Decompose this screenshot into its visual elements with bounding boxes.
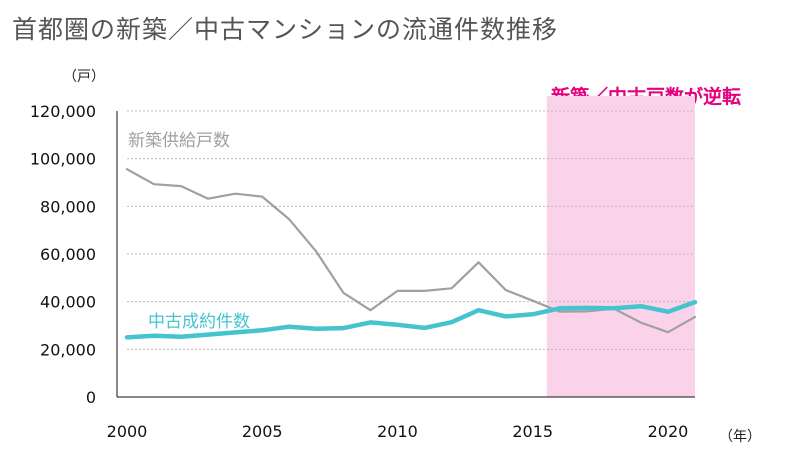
y-tick-label: 80,000: [40, 197, 96, 216]
x-tick-label: 2000: [107, 422, 148, 441]
series-label: 中古成約件数: [148, 312, 250, 332]
x-tick-label: 2010: [377, 422, 418, 441]
y-axis-unit-label: （戸）: [63, 69, 105, 85]
series-line-used: [124, 299, 698, 340]
y-tick-label: 100,000: [30, 150, 96, 169]
series-label: 新築供給戸数: [128, 131, 230, 151]
y-tick-label: 120,000: [30, 102, 96, 121]
y-tick-label: 0: [86, 388, 96, 407]
highlight-band: [546, 96, 695, 397]
y-tick-label: 60,000: [40, 245, 96, 264]
chart-title: 首都圏の新築／中古マンションの流通件数推移: [12, 15, 559, 44]
x-axis-unit-label: （年）: [719, 429, 761, 445]
x-tick-label: 2015: [512, 422, 553, 441]
x-tick-label: 2020: [648, 422, 689, 441]
y-tick-label: 40,000: [40, 293, 96, 312]
x-tick-label: 2005: [242, 422, 283, 441]
y-tick-label: 20,000: [40, 340, 96, 359]
